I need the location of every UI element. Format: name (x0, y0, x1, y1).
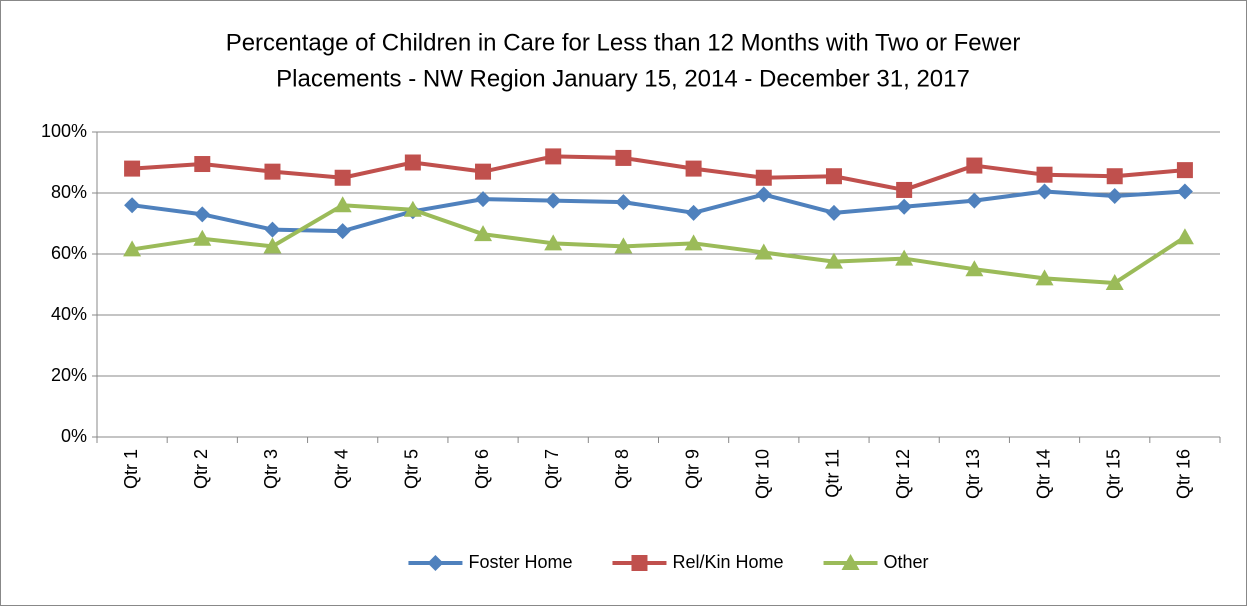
data-point (966, 157, 983, 174)
data-point (966, 192, 983, 209)
x-tick-label: Qtr 14 (1033, 449, 1053, 499)
data-point (755, 186, 772, 203)
legend-marker (427, 555, 444, 571)
x-tick-label: Qtr 9 (682, 449, 702, 489)
y-tick-label: 0% (61, 426, 87, 446)
data-point (1035, 269, 1054, 286)
x-tick-label: Qtr 7 (542, 449, 562, 489)
data-point (965, 260, 984, 277)
data-point (124, 160, 141, 177)
data-point (685, 204, 702, 221)
x-tick-label: Qtr 2 (191, 449, 211, 489)
data-point (544, 234, 563, 251)
series-line (131, 154, 1186, 192)
legend-label: Rel/Kin Home (672, 552, 783, 572)
data-point (754, 243, 773, 260)
data-point (123, 240, 142, 257)
data-point (895, 249, 914, 266)
data-point (475, 163, 492, 180)
series-line (131, 189, 1186, 234)
chart-title: Placements - NW Region January 15, 2014 … (276, 65, 970, 92)
data-point (263, 237, 282, 254)
x-tick-label: Qtr 11 (823, 449, 843, 498)
x-tick-label: Qtr 3 (261, 449, 281, 489)
data-point (264, 221, 281, 238)
data-point (614, 237, 633, 254)
legend-label: Other (884, 552, 929, 572)
data-point (1176, 183, 1193, 200)
data-point (403, 200, 422, 217)
data-point (825, 168, 842, 185)
legend-marker (631, 555, 648, 571)
data-point (193, 229, 212, 246)
data-point (124, 197, 141, 214)
data-point (1036, 183, 1053, 200)
series-line (131, 203, 1187, 285)
data-point (896, 181, 913, 198)
data-point (545, 192, 562, 209)
data-point (1036, 166, 1053, 183)
data-point (896, 198, 913, 215)
data-point (474, 225, 493, 242)
data-point (1106, 188, 1123, 205)
data-point (825, 204, 842, 221)
x-tick-label: Qtr 10 (753, 449, 773, 499)
x-tick-label: Qtr 4 (331, 449, 351, 489)
x-tick-label: Qtr 5 (402, 449, 422, 489)
y-tick-label: 60% (51, 243, 87, 263)
x-tick-label: Qtr 15 (1103, 449, 1123, 499)
legend-label: Foster Home (468, 552, 572, 572)
data-point (684, 234, 703, 251)
data-point (1105, 273, 1124, 290)
y-tick-label: 100% (41, 121, 87, 141)
y-tick-label: 20% (51, 365, 87, 385)
x-tick-label: Qtr 12 (893, 449, 913, 499)
y-tick-label: 80% (51, 182, 87, 202)
data-point (615, 149, 632, 166)
data-point (194, 156, 211, 173)
data-point (194, 206, 211, 223)
legend: Foster Home Rel/Kin Home Other (408, 552, 929, 572)
data-point (264, 163, 281, 180)
data-point (475, 191, 492, 208)
data-point (615, 194, 632, 211)
data-point (1176, 162, 1193, 179)
data-point (824, 252, 843, 269)
data-point (334, 223, 351, 240)
data-point (685, 160, 702, 177)
x-tick-label: Qtr 8 (612, 449, 632, 489)
data-point (1106, 168, 1123, 185)
y-tick-label: 40% (51, 304, 87, 324)
chart-title: Percentage of Children in Care for Less … (226, 29, 1021, 56)
x-tick-label: Qtr 13 (963, 449, 983, 499)
x-tick-label: Qtr 16 (1174, 449, 1194, 499)
x-tick-label: Qtr 6 (472, 449, 492, 489)
legend-marker (841, 554, 860, 570)
data-point (404, 154, 421, 171)
data-point (545, 148, 562, 165)
data-point (334, 169, 351, 186)
data-point (333, 196, 352, 213)
data-point (755, 169, 772, 186)
data-point (1175, 228, 1194, 245)
x-tick-label: Qtr 1 (121, 449, 141, 489)
